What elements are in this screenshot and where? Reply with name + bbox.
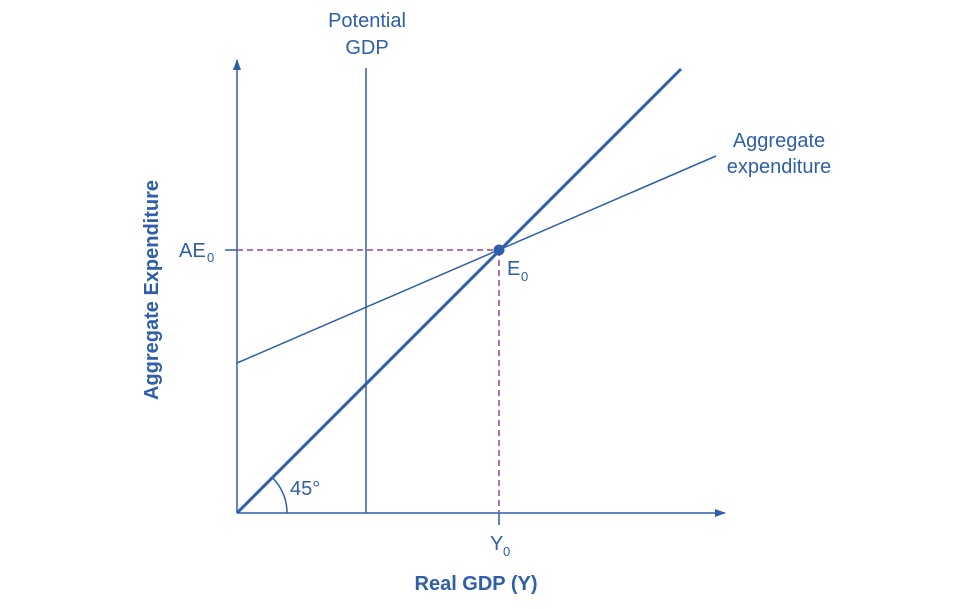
- potential-label: Potential: [328, 10, 406, 32]
- ae-level-label: AE: [179, 240, 206, 262]
- ae-curve-label: Aggregate: [733, 130, 825, 152]
- potential-label: GDP: [345, 37, 388, 59]
- angle-label: 45°: [290, 478, 320, 500]
- ae-curve-label: expenditure: [727, 156, 832, 178]
- y-level-label: Y: [490, 533, 503, 555]
- 45-degree-line: [235, 67, 683, 515]
- x-axis-title: Real GDP (Y): [415, 573, 538, 595]
- y-level-subscript: 0: [503, 544, 510, 559]
- equilibrium-subscript: 0: [521, 269, 528, 284]
- y-axis-title: Aggregate Expenditure: [141, 180, 163, 400]
- ae-level-subscript: 0: [207, 250, 214, 265]
- angle-arc: [271, 477, 288, 514]
- equilibrium-point: [493, 244, 505, 256]
- ae-line: [236, 155, 717, 364]
- equilibrium-label: E: [507, 258, 520, 280]
